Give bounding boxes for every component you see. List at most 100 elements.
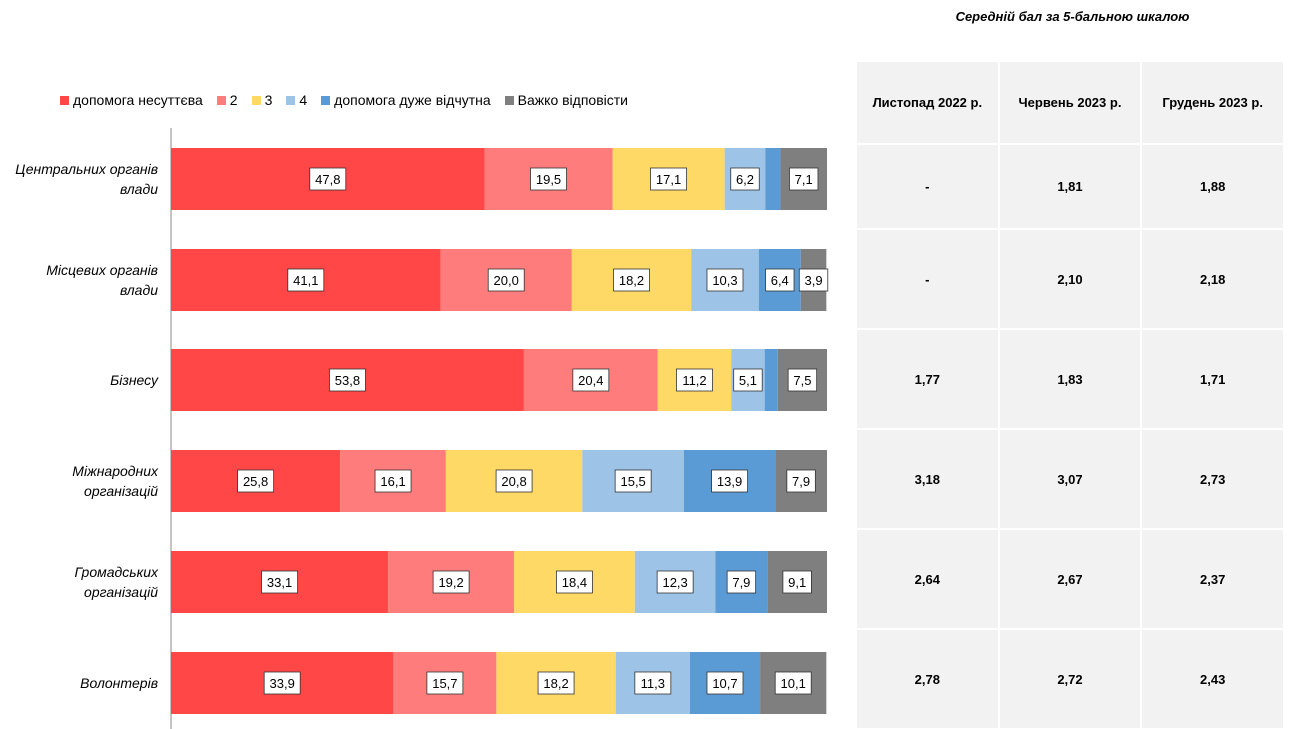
value-label-box: [782, 570, 812, 594]
value-label-box: [329, 368, 366, 392]
value-label-box: [786, 469, 816, 493]
chart: 47,8 19,5 17,1 6,2 7,1 41,1 20,0 18,2 10,3 6,4 3,9…: [170, 128, 829, 729]
legend-item: допомога дуже відчутна: [321, 92, 491, 108]
value-label: 20,8: [501, 474, 526, 489]
category-label: Центральних органів влади: [15, 161, 158, 197]
value-label: 53,8: [335, 373, 360, 388]
value-label: 7,9: [732, 575, 750, 590]
value-label-box: [774, 671, 812, 695]
value-label-box: [263, 671, 301, 695]
value-label-box: [309, 167, 347, 191]
category-label: Волонтерів: [80, 675, 158, 691]
value-label-box: [706, 268, 744, 292]
legend-swatch: [251, 95, 261, 105]
legend: допомога несуттєва 2 3 4 допомога дуже відчу…: [60, 92, 628, 108]
value-label-box: [374, 469, 412, 493]
table-cell: 1,71: [1140, 328, 1285, 430]
value-label: 7,1: [795, 172, 813, 187]
legend-item: допомога несуттєва: [60, 92, 203, 108]
legend-item: 2: [216, 92, 238, 108]
category-label: Бізнесу: [110, 372, 158, 388]
table-cell: 2,37: [1140, 528, 1285, 630]
value-label-box: [495, 469, 533, 493]
table-title: Середній бал за 5-бальною шкалою: [955, 9, 1190, 24]
value-label-box: [765, 268, 795, 292]
value-label-box: [656, 570, 694, 594]
value-label: 3,9: [805, 273, 823, 288]
value-label: 10,1: [781, 676, 806, 691]
table-cell: 2,73: [1140, 428, 1285, 530]
value-label: 18,4: [562, 575, 587, 590]
table-row: 1,77 1,83 1,71: [855, 328, 1285, 430]
table-row: 2,64 2,67 2,37: [855, 528, 1285, 630]
value-label: 5,1: [739, 373, 757, 388]
legend-swatch: [504, 95, 514, 105]
legend-item: Важко відповісти: [504, 92, 628, 108]
value-label-box: [572, 368, 610, 392]
value-label-box: [432, 570, 470, 594]
value-label-box: [676, 368, 713, 392]
value-label: 16,1: [380, 474, 405, 489]
value-label-box: [733, 368, 763, 392]
legend-item: 4: [286, 92, 307, 108]
value-label-box: [487, 268, 525, 292]
table-cell: 2,18: [1140, 228, 1285, 330]
column-header: Листопад 2022 р.: [855, 60, 1000, 145]
legend-label: 3: [264, 92, 273, 108]
legend-swatch: [286, 95, 296, 105]
value-label-box: [537, 671, 575, 695]
table-cell: 1,88: [1140, 143, 1285, 230]
column-header: Грудень 2023 р.: [1140, 60, 1285, 145]
value-label: 41,1: [293, 273, 318, 288]
table-row: 3,18 3,07 2,73: [855, 428, 1285, 530]
value-label: 9,1: [788, 575, 806, 590]
value-label-box: [706, 671, 744, 695]
value-label: 6,4: [771, 273, 789, 288]
value-label-box: [287, 268, 325, 292]
bar-segment: [765, 148, 781, 210]
value-label: 12,3: [662, 575, 687, 590]
value-label: 17,1: [656, 172, 681, 187]
value-label: 11,2: [682, 373, 706, 388]
value-label-box: [613, 268, 650, 292]
table-row: -1,81 1,88: [855, 143, 1285, 230]
value-label-box: [634, 671, 672, 695]
legend-swatch: [216, 95, 226, 105]
value-label: 18,2: [619, 273, 644, 288]
table-cell: 2,64: [855, 528, 1000, 630]
table-cell: -: [855, 143, 1000, 230]
category-label: Міжнародних організацій: [72, 463, 158, 499]
table-cell: 1,77: [855, 328, 1000, 430]
value-label-box: [789, 167, 819, 191]
table-cell: 2,10: [997, 228, 1143, 330]
legend-swatch: [321, 95, 331, 105]
table-cell: 3,07: [997, 428, 1143, 530]
value-label-box: [237, 469, 275, 493]
value-label-box: [726, 570, 757, 594]
table-cell: 2,67: [997, 528, 1143, 630]
table-cell: -: [855, 228, 1000, 330]
value-label: 25,8: [243, 474, 268, 489]
value-label-box: [730, 167, 760, 191]
value-label: 18,2: [543, 676, 568, 691]
value-label: 19,2: [438, 575, 463, 590]
value-label: 47,8: [315, 172, 340, 187]
table-cell: 2,72: [997, 628, 1143, 729]
legend-label: Важко відповісти: [517, 92, 628, 108]
value-label-box: [798, 268, 829, 292]
value-label-box: [426, 671, 464, 695]
value-label-box: [787, 368, 818, 392]
value-label: 7,5: [793, 373, 811, 388]
value-label: 10,7: [712, 676, 737, 691]
value-label-box: [711, 469, 748, 493]
value-label: 33,1: [267, 575, 292, 590]
value-label: 10,3: [712, 273, 737, 288]
value-label-box: [614, 469, 652, 493]
table-cell: 1,81: [997, 143, 1143, 230]
value-label: 20,0: [494, 273, 519, 288]
legend-item: 3: [251, 92, 273, 108]
value-label: 6,2: [736, 172, 754, 187]
value-label: 13,9: [717, 474, 742, 489]
value-label-box: [530, 167, 567, 191]
